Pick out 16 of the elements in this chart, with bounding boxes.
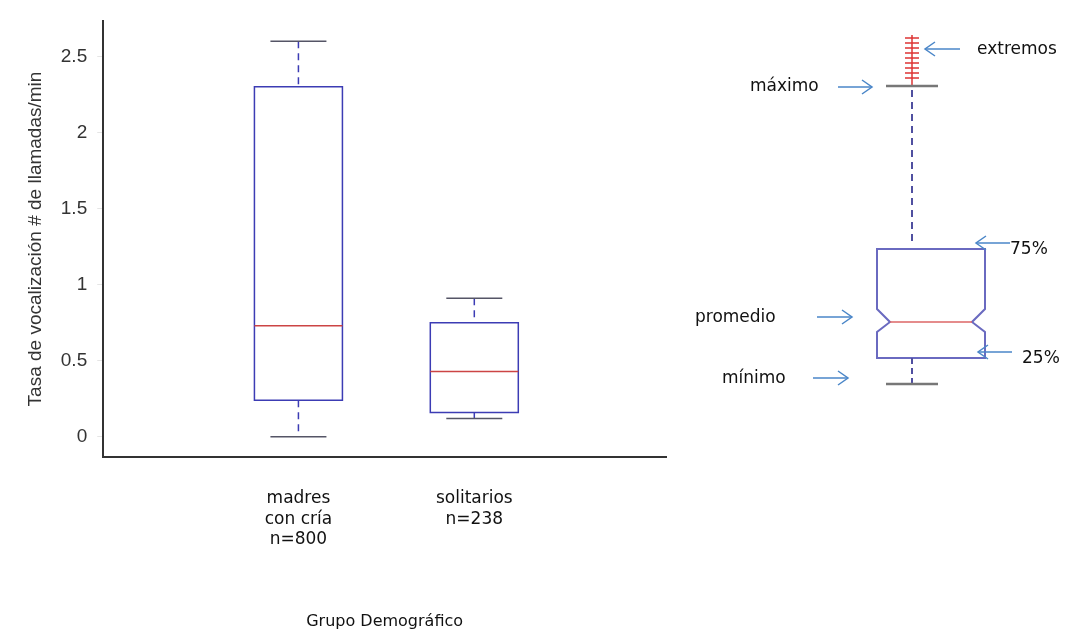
text: 25% (1022, 347, 1060, 367)
y-tick-label: 0.5 (60, 348, 88, 370)
text: 75% (1010, 238, 1048, 258)
y-tick-label: 2.5 (60, 44, 88, 66)
y-tick-label: 2 (76, 120, 88, 142)
y-tick-label: 0 (76, 425, 88, 447)
text: mínimo (722, 367, 786, 387)
y-tick-label: 1.5 (60, 196, 88, 218)
text: extremos (977, 38, 1057, 58)
text: promedio (695, 306, 776, 326)
x-axis-title: Grupo Demográfico (306, 610, 464, 630)
x-tick-label: madres con cría n=800 (264, 487, 333, 549)
y-tick-label: 1 (76, 272, 88, 294)
y-axis-title: Tasa de vocalización # de llamadas/min (23, 71, 45, 407)
x-tick-label: solitarios n=238 (435, 487, 513, 528)
text: máximo (750, 75, 819, 95)
